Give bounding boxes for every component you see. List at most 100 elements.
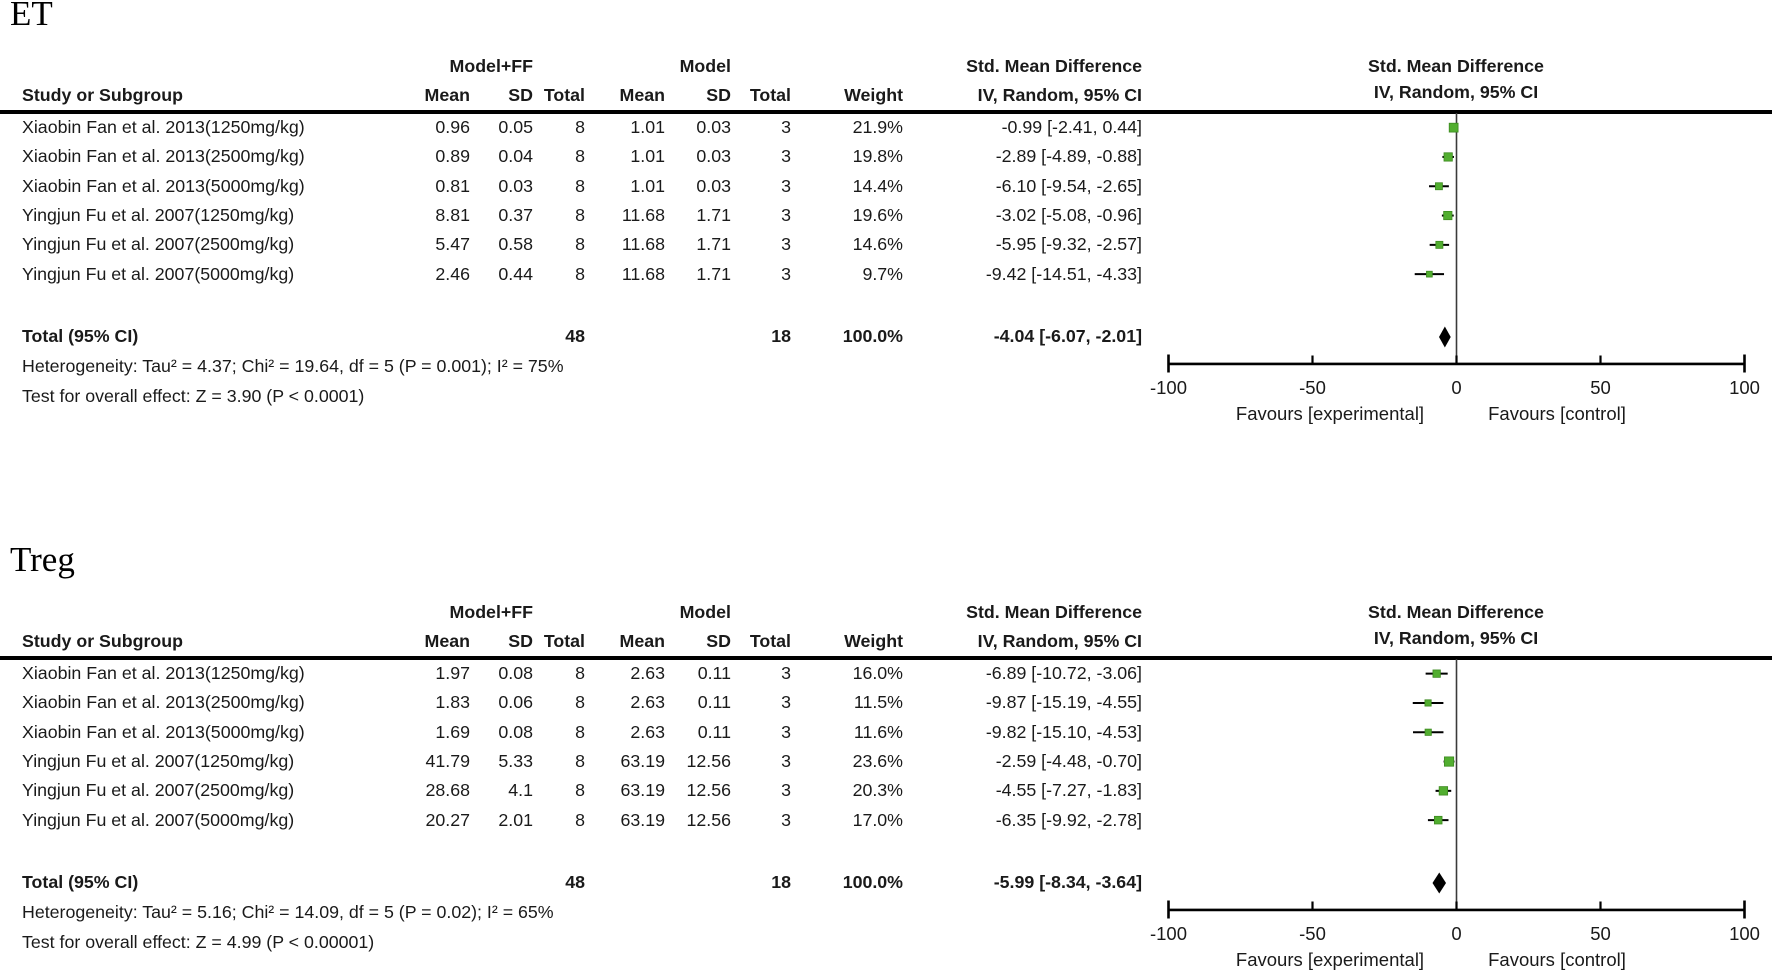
- total-n-experimental: 48: [565, 326, 585, 347]
- total-control: 3: [781, 205, 791, 226]
- mean-experimental: 1.69: [435, 721, 470, 742]
- sd-control: 1.71: [696, 205, 731, 226]
- mean-experimental: 41.79: [425, 751, 471, 772]
- weight-value: 14.6%: [852, 234, 903, 255]
- smd-marker: [1424, 699, 1432, 707]
- total-ci: -4.04 [-6.07, -2.01]: [993, 326, 1142, 347]
- axis-tick-label: -100: [1150, 923, 1187, 944]
- sd-experimental: 0.06: [498, 692, 533, 713]
- sd-experimental: 5.33: [498, 751, 533, 772]
- pooled-diamond: [1432, 872, 1447, 894]
- header-underline: [0, 656, 1772, 660]
- mean-control: 1.01: [630, 175, 665, 196]
- total-row: Total (95% CI) 48 18 100.0% -4.04 [-6.07…: [22, 322, 1142, 351]
- total-control: 3: [781, 175, 791, 196]
- heterogeneity-note: Heterogeneity: Tau² = 5.16; Chi² = 14.09…: [22, 902, 554, 922]
- study-row: Yingjun Fu et al. 2007(2500mg/kg) 28.68 …: [22, 776, 1142, 805]
- total-label: Total (95% CI): [22, 326, 139, 347]
- total-row: Total (95% CI) 48 18 100.0% -5.99 [-8.34…: [22, 868, 1142, 897]
- panel-title: ET: [10, 0, 53, 33]
- group-header-experimental: Model+FF: [449, 56, 533, 76]
- col-header-mean-ctrl: Mean: [619, 630, 665, 651]
- smd-marker: [1438, 786, 1449, 796]
- weight-value: 16.0%: [852, 663, 903, 684]
- sd-control: 12.56: [686, 751, 732, 772]
- col-header-total-exp: Total: [543, 84, 585, 105]
- col-header-mean-ctrl: Mean: [619, 84, 665, 105]
- study-label: Yingjun Fu et al. 2007(2500mg/kg): [22, 780, 295, 801]
- total-control: 3: [781, 234, 791, 255]
- sd-control: 0.03: [696, 175, 731, 196]
- mean-experimental: 0.81: [435, 175, 470, 196]
- total-control: 3: [781, 263, 791, 284]
- mean-experimental: 5.47: [435, 234, 470, 255]
- col-header-sd-ctrl: SD: [706, 630, 731, 651]
- mean-control: 63.19: [620, 751, 666, 772]
- smd-marker: [1435, 240, 1444, 249]
- col-header-total-exp: Total: [543, 630, 585, 651]
- total-control: 3: [781, 663, 791, 684]
- plot-header-method: IV, Random, 95% CI: [1373, 628, 1539, 648]
- axis-tick-label: 0: [1451, 377, 1461, 398]
- col-header-sd-exp: SD: [508, 630, 533, 651]
- total-label: Total (95% CI): [22, 872, 139, 893]
- ci-text: -4.55 [-7.27, -1.83]: [995, 780, 1142, 801]
- col-header-study: Study or Subgroup: [22, 630, 184, 651]
- col-header-sd-ctrl: SD: [706, 84, 731, 105]
- study-label: Xiaobin Fan et al. 2013(2500mg/kg): [22, 146, 305, 167]
- total-experimental: 8: [575, 663, 585, 684]
- smd-marker: [1433, 815, 1443, 825]
- ci-text: -9.82 [-15.10, -4.53]: [985, 721, 1142, 742]
- sd-experimental: 0.03: [498, 175, 533, 196]
- col-header-total-ctrl: Total: [749, 84, 791, 105]
- favours-left-label: Favours [experimental]: [1236, 403, 1424, 424]
- weight-value: 14.4%: [852, 175, 903, 196]
- header-underline: [0, 110, 1772, 114]
- study-row: Xiaobin Fan et al. 2013(2500mg/kg) 0.89 …: [22, 142, 1142, 171]
- weight-value: 11.6%: [853, 721, 903, 742]
- total-control: 3: [781, 146, 791, 167]
- mean-control: 2.63: [630, 663, 665, 684]
- mean-experimental: 0.89: [435, 146, 470, 167]
- total-experimental: 8: [575, 117, 585, 138]
- col-header-ci: IV, Random, 95% CI: [977, 630, 1142, 651]
- group-header-smd: Std. Mean Difference: [966, 602, 1142, 622]
- pooled-diamond: [1439, 326, 1451, 348]
- study-row: Xiaobin Fan et al. 2013(5000mg/kg) 1.69 …: [22, 718, 1142, 747]
- sd-control: 1.71: [696, 234, 731, 255]
- sd-control: 1.71: [696, 263, 731, 284]
- sd-control: 0.03: [696, 117, 731, 138]
- sd-experimental: 0.37: [498, 205, 533, 226]
- study-label: Yingjun Fu et al. 2007(2500mg/kg): [22, 234, 295, 255]
- sd-control: 12.56: [686, 780, 732, 801]
- col-header-total-ctrl: Total: [749, 630, 791, 651]
- mean-experimental: 1.83: [435, 692, 470, 713]
- total-control: 3: [781, 692, 791, 713]
- sd-experimental: 0.44: [498, 263, 533, 284]
- study-label: Yingjun Fu et al. 2007(1250mg/kg): [22, 751, 295, 772]
- mean-control: 2.63: [630, 692, 665, 713]
- weight-value: 20.3%: [852, 780, 903, 801]
- column-header-row: Study or Subgroup Mean SD Total Mean SD …: [22, 628, 1142, 654]
- sd-experimental: 0.08: [498, 663, 533, 684]
- study-row: Xiaobin Fan et al. 2013(1250mg/kg) 1.97 …: [22, 659, 1142, 688]
- col-header-mean-exp: Mean: [424, 84, 470, 105]
- mean-control: 1.01: [630, 117, 665, 138]
- total-experimental: 8: [575, 263, 585, 284]
- smd-marker: [1443, 210, 1453, 221]
- study-label: Yingjun Fu et al. 2007(5000mg/kg): [22, 263, 295, 284]
- study-label: Xiaobin Fan et al. 2013(5000mg/kg): [22, 721, 305, 742]
- weight-value: 21.9%: [852, 117, 903, 138]
- sd-experimental: 0.58: [498, 234, 533, 255]
- total-weight: 100.0%: [842, 326, 903, 347]
- overall-effect-note: Test for overall effect: Z = 4.99 (P < 0…: [22, 932, 375, 952]
- study-label: Yingjun Fu et al. 2007(1250mg/kg): [22, 205, 295, 226]
- panel-title: Treg: [10, 540, 75, 579]
- smd-marker: [1448, 122, 1459, 133]
- study-row: Yingjun Fu et al. 2007(2500mg/kg) 5.47 0…: [22, 230, 1142, 259]
- mean-experimental: 8.81: [435, 205, 470, 226]
- weight-value: 19.6%: [852, 205, 903, 226]
- col-header-mean-exp: Mean: [424, 630, 470, 651]
- smd-marker: [1435, 182, 1443, 191]
- mean-experimental: 20.27: [425, 809, 471, 830]
